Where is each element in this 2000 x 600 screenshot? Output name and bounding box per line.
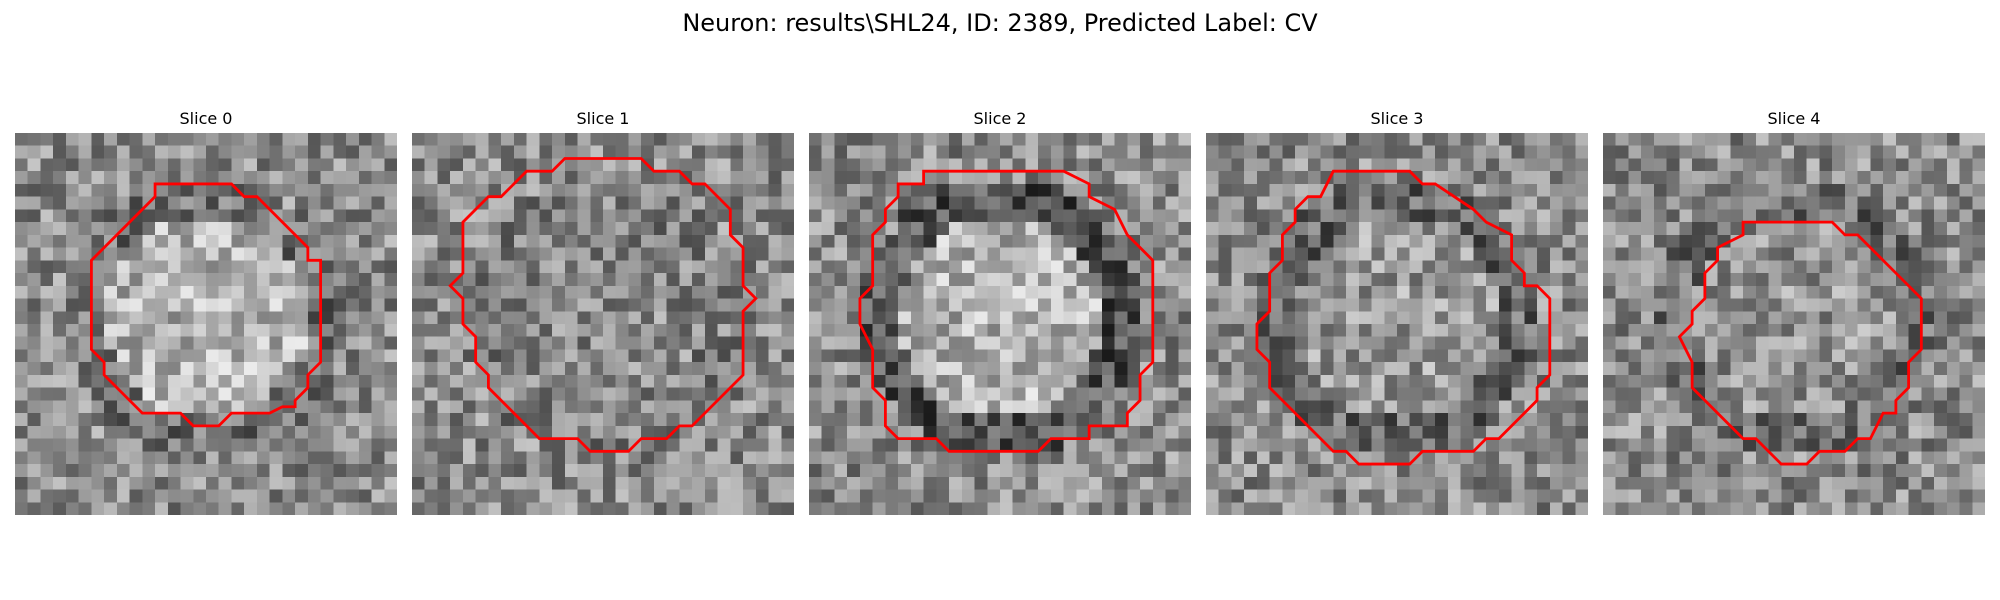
slice-2-title: Slice 2	[973, 109, 1027, 128]
slice-1-image	[412, 133, 794, 515]
slice-3-image	[1206, 133, 1588, 515]
slice-2-image	[809, 133, 1191, 515]
slice-1-title: Slice 1	[576, 109, 630, 128]
figure-title: Neuron: results\SHL24, ID: 2389, Predict…	[682, 9, 1318, 37]
slice-4-title: Slice 4	[1767, 109, 1821, 128]
slice-4-image	[1603, 133, 1985, 515]
slice-3-title: Slice 3	[1370, 109, 1424, 128]
slice-0-image	[15, 133, 397, 515]
slice-0-title: Slice 0	[179, 109, 233, 128]
